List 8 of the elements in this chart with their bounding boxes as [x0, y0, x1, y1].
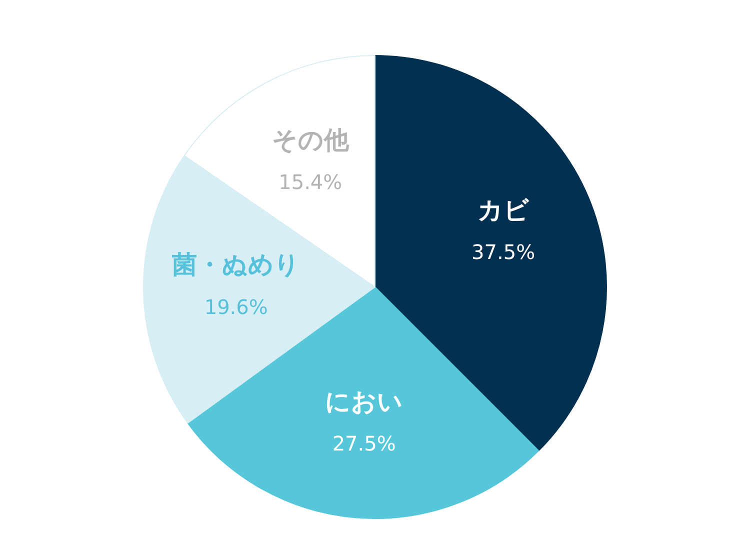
data-label: 37.5% — [472, 240, 536, 264]
slice-label: におい — [325, 386, 404, 416]
data-label: 19.6% — [204, 294, 268, 319]
slice-label: その他 — [272, 126, 350, 155]
data-label: 15.4% — [278, 170, 342, 194]
slice-label: 菌・ぬめり — [171, 250, 300, 280]
data-label: 27.5% — [332, 432, 396, 456]
slice-label: カビ — [477, 195, 530, 224]
